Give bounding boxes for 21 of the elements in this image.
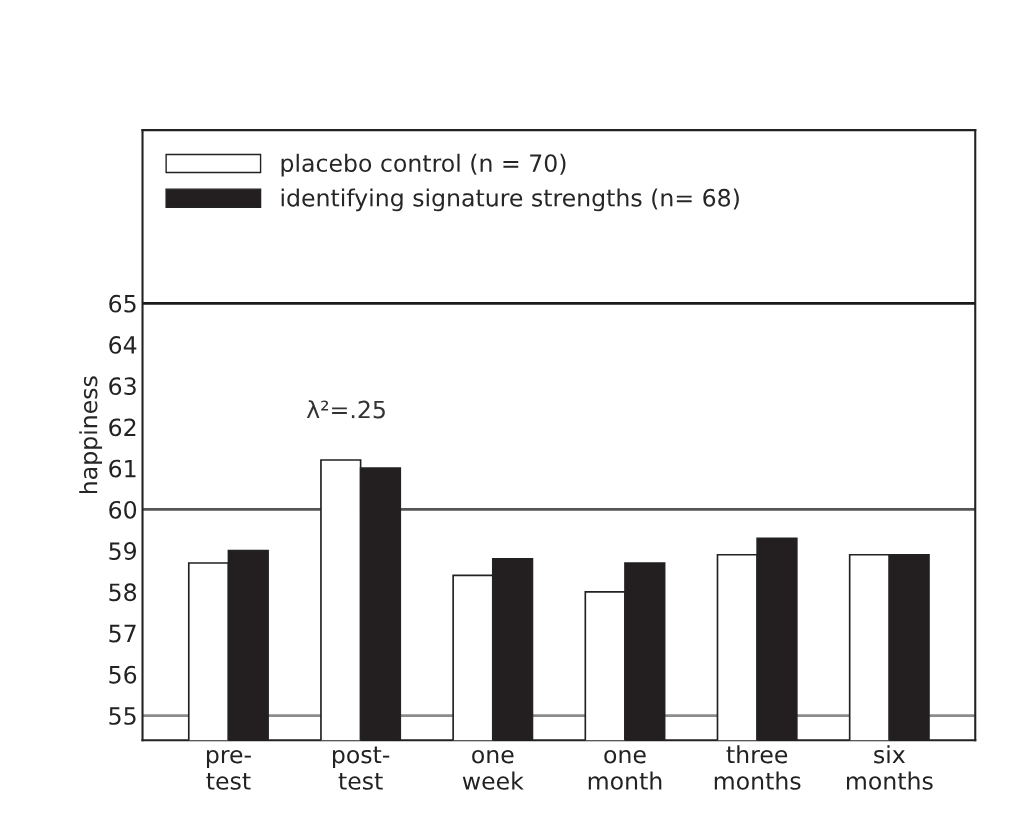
legend-label: identifying signature strengths (n= 68) — [281, 188, 739, 212]
x-tick-label: six months — [847, 745, 933, 790]
legend-label: placebo control (n = 70) — [281, 153, 566, 177]
y-tick-label: 60 — [109, 500, 137, 519]
y-tick-label: 55 — [109, 707, 136, 725]
y-tick-label: 57 — [109, 624, 136, 643]
y-tick-label: 63 — [109, 377, 136, 396]
annotation: λ²=.25 — [306, 400, 385, 419]
x-tick-label: pre- test — [206, 749, 251, 790]
y-tick-label: 56 — [109, 665, 137, 684]
y-tick-label: 58 — [109, 583, 137, 602]
x-tick-label: one week — [462, 749, 524, 790]
y-tick-label: 59 — [109, 542, 136, 560]
y-tick-label: 61 — [109, 459, 136, 478]
y-tick-label: 62 — [109, 418, 136, 437]
x-tick-label: three months — [714, 745, 801, 790]
y-tick-label: 64 — [109, 335, 137, 354]
x-tick-label: post- test — [333, 746, 390, 790]
x-tick-label: one month — [588, 749, 662, 790]
y-axis-title: happiness — [79, 376, 103, 494]
y-tick-label: 65 — [109, 294, 136, 313]
